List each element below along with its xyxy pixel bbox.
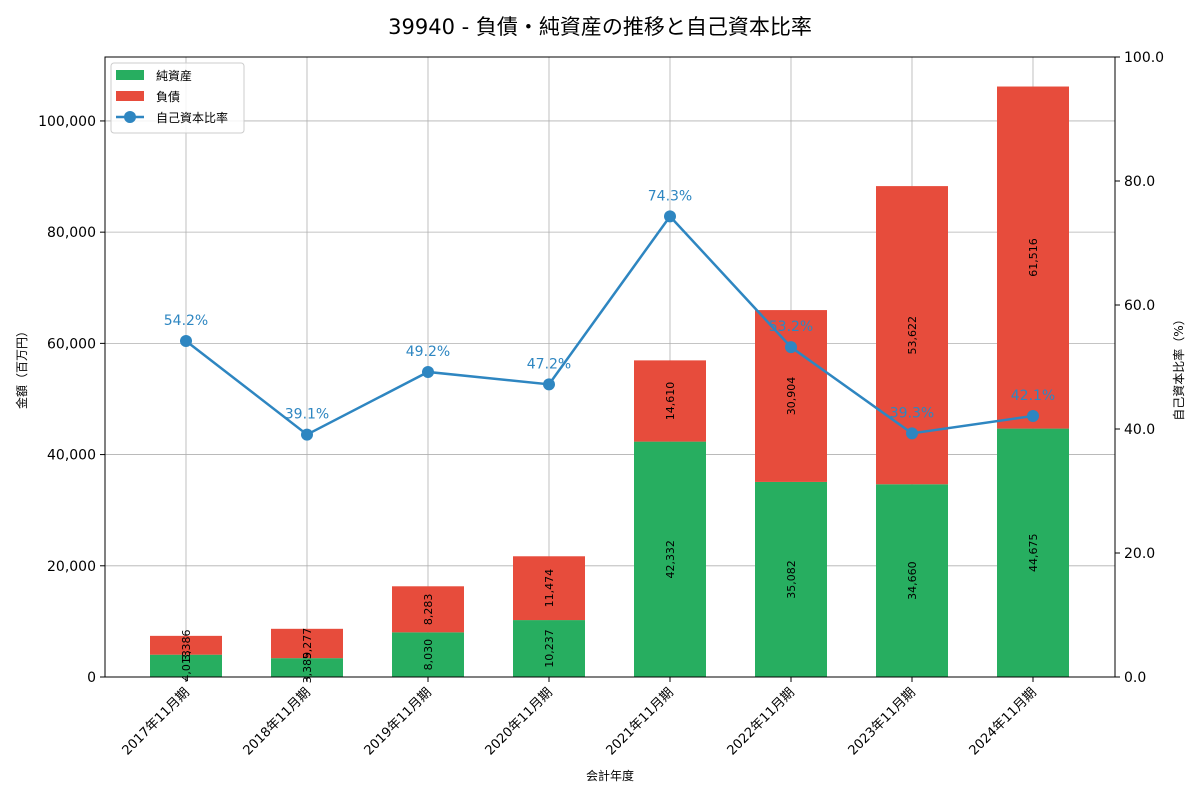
- svg-text:54.2%: 54.2%: [164, 313, 208, 329]
- svg-text:34,660: 34,660: [906, 561, 919, 600]
- svg-text:負債: 負債: [156, 89, 180, 104]
- svg-text:0.0: 0.0: [1124, 670, 1146, 686]
- ratio-marker: [543, 378, 555, 391]
- x-axis-label: 会計年度: [586, 768, 634, 783]
- bar-net-assets: [150, 654, 222, 677]
- svg-text:2020年11月期: 2020年11月期: [483, 685, 556, 758]
- svg-text:20.0: 20.0: [1124, 546, 1155, 562]
- svg-text:11,474: 11,474: [543, 569, 556, 608]
- svg-text:2018年11月期: 2018年11月期: [241, 685, 314, 758]
- ratio-marker: [301, 428, 313, 441]
- svg-text:60.0: 60.0: [1124, 298, 1155, 314]
- y2-axis-label: 自己資本比率（%）: [1171, 313, 1186, 420]
- svg-text:2022年11月期: 2022年11月期: [725, 685, 798, 758]
- grid-lines: [105, 57, 1115, 678]
- svg-text:8,283: 8,283: [422, 594, 435, 626]
- svg-text:42.1%: 42.1%: [1011, 388, 1055, 404]
- ratio-marker: [180, 334, 192, 347]
- svg-text:53.2%: 53.2%: [769, 319, 813, 335]
- svg-text:2023年11月期: 2023年11月期: [846, 685, 919, 758]
- svg-text:100.0: 100.0: [1124, 50, 1164, 66]
- bar-liabilities: [392, 586, 464, 633]
- svg-text:47.2%: 47.2%: [527, 356, 571, 372]
- svg-text:35,082: 35,082: [785, 560, 798, 599]
- bar-net-assets: [997, 428, 1069, 677]
- svg-text:4,013: 4,013: [180, 650, 193, 682]
- bar-liabilities: [997, 86, 1069, 429]
- bar-liabilities: [513, 556, 585, 621]
- svg-text:40.0: 40.0: [1124, 422, 1155, 438]
- bar-net-assets: [755, 481, 827, 677]
- svg-text:30,904: 30,904: [785, 377, 798, 416]
- svg-text:2019年11月期: 2019年11月期: [362, 685, 435, 758]
- ratio-marker: [906, 427, 918, 440]
- ratio-line-series: 54.2% 39.1% 49.2% 47.2% 74.3% 53.2% 39.3% 42.1%: [164, 188, 1055, 441]
- bar-net-assets: [271, 658, 343, 677]
- svg-text:3,386: 3,386: [180, 630, 193, 662]
- svg-text:14,610: 14,610: [664, 382, 677, 421]
- svg-text:2021年11月期: 2021年11月期: [604, 685, 677, 758]
- ratio-marker: [785, 341, 797, 354]
- bar-net-assets: [513, 620, 585, 677]
- plot-frame: [104, 56, 1116, 678]
- svg-text:2024年11月期: 2024年11月期: [967, 685, 1040, 758]
- svg-text:5,277: 5,277: [301, 628, 314, 660]
- svg-text:80.0: 80.0: [1124, 174, 1155, 190]
- svg-text:0: 0: [87, 670, 96, 686]
- ratio-marker: [664, 210, 676, 223]
- svg-text:53,622: 53,622: [906, 316, 919, 355]
- svg-text:10,237: 10,237: [543, 629, 556, 668]
- svg-text:42,332: 42,332: [664, 540, 677, 579]
- svg-text:39.1%: 39.1%: [285, 407, 329, 423]
- svg-text:39.3%: 39.3%: [890, 405, 934, 421]
- bar-liabilities: [755, 310, 827, 482]
- svg-text:3,389: 3,389: [301, 652, 314, 684]
- left-y-axis: 0 20,000 40,000 60,000 80,000 100,000: [38, 114, 105, 686]
- svg-text:8,030: 8,030: [422, 639, 435, 671]
- ratio-marker: [422, 365, 434, 378]
- bar-liabilities: [150, 635, 222, 655]
- y-axis-label: 金額（百万円）: [14, 325, 29, 409]
- bar-net-assets: [392, 632, 464, 677]
- svg-text:61,516: 61,516: [1027, 238, 1040, 277]
- svg-text:80,000: 80,000: [47, 225, 96, 241]
- bar-liabilities: [271, 628, 343, 659]
- svg-text:60,000: 60,000: [47, 336, 96, 352]
- bar-net-assets: [634, 441, 706, 677]
- bar-net-assets: [876, 484, 948, 677]
- svg-text:純資産: 純資産: [156, 68, 192, 83]
- x-axis: 2017年11月期 2018年11月期 2019年11月期 2020年11月期 2021…: [120, 677, 1040, 759]
- chart-title: 39940 - 負債・純資産の推移と自己資本比率: [388, 15, 812, 39]
- bar-series: [150, 86, 1069, 677]
- svg-text:2017年11月期: 2017年11月期: [120, 685, 193, 758]
- ratio-marker: [1027, 409, 1039, 422]
- right-y-axis: 0.0 20.0 40.0 60.0 80.0 100.0: [1115, 50, 1164, 686]
- bar-liabilities: [634, 360, 706, 442]
- svg-text:74.3%: 74.3%: [648, 188, 692, 204]
- svg-text:20,000: 20,000: [47, 559, 96, 575]
- svg-text:100,000: 100,000: [38, 114, 96, 130]
- svg-text:49.2%: 49.2%: [406, 344, 450, 360]
- svg-text:自己資本比率: 自己資本比率: [156, 110, 228, 125]
- svg-text:44,675: 44,675: [1027, 534, 1040, 573]
- svg-text:40,000: 40,000: [47, 448, 96, 464]
